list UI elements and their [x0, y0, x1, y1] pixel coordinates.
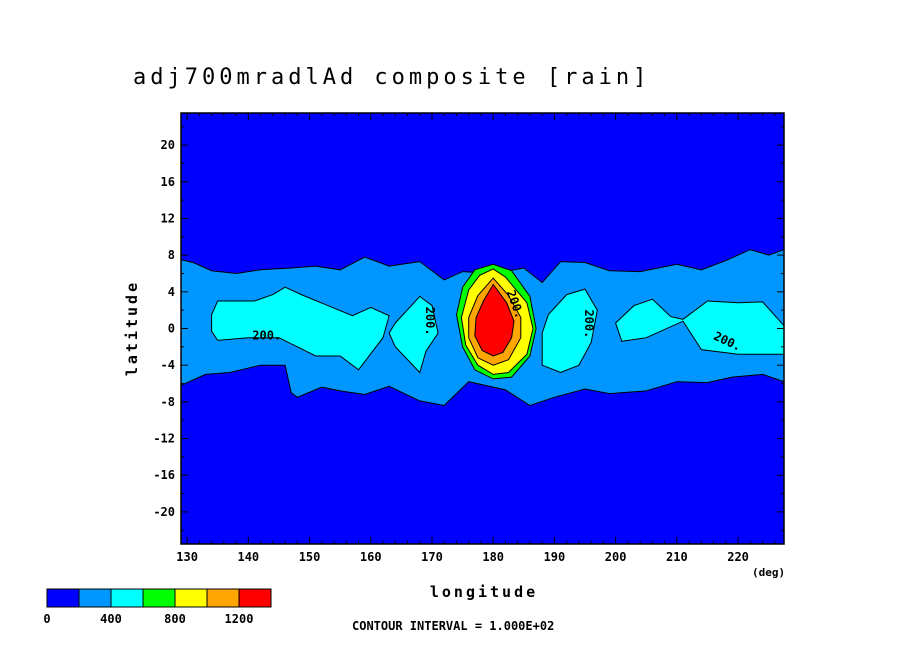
- x-tick-label: 130: [176, 550, 198, 564]
- y-tick-label: 16: [161, 175, 175, 189]
- contour-fills: [181, 249, 784, 407]
- x-tick-label: 160: [360, 550, 382, 564]
- contour-region-400-1: [211, 286, 390, 371]
- y-tick-label: 4: [168, 285, 175, 299]
- contour-region-400-4: [615, 298, 784, 355]
- x-tick-label: 150: [299, 550, 321, 564]
- contour-region-1200-8: [474, 283, 515, 357]
- x-tick-label: 200: [605, 550, 627, 564]
- colorbar-tick-label: 1200: [225, 612, 254, 626]
- colorbar-swatch: [46, 588, 80, 608]
- y-tick-label: 12: [161, 211, 175, 225]
- y-tick-label: -16: [153, 468, 175, 482]
- x-tick-label: 210: [666, 550, 688, 564]
- contour-region-400-2: [388, 295, 439, 374]
- colorbar-swatch: [206, 588, 240, 608]
- colorbar-tick-label: 400: [100, 612, 122, 626]
- colorbar-swatch: [78, 588, 112, 608]
- contour-region-400-3: [541, 288, 598, 374]
- x-tick-label: 190: [544, 550, 566, 564]
- colorbar-tick-labels: 0 400 800 1200: [43, 612, 253, 626]
- y-tick-label: -8: [161, 395, 175, 409]
- x-tick-label: 170: [421, 550, 443, 564]
- colorbar-swatch: [238, 588, 272, 608]
- y-tick-label: 0: [168, 322, 175, 336]
- x-axis-ticks: 130 140 150 160 170 180 190 200 210 220: [176, 113, 776, 564]
- colorbar-swatch: [142, 588, 176, 608]
- x-tick-label: 220: [727, 550, 749, 564]
- contour-interval-text: CONTOUR INTERVAL = 1.000E+02: [352, 619, 554, 633]
- contour-label: 200.: [582, 309, 596, 338]
- colorbar: [46, 588, 272, 608]
- x-tick-label: 140: [237, 550, 259, 564]
- colorbar-swatch: [174, 588, 208, 608]
- y-tick-label: -4: [161, 358, 175, 372]
- contour-label: 200.: [423, 307, 437, 336]
- y-tick-label: 20: [161, 138, 175, 152]
- contour-label: 200.: [252, 329, 281, 343]
- colorbar-swatch: [110, 588, 144, 608]
- y-tick-label: -20: [153, 505, 175, 519]
- colorbar-tick-label: 0: [43, 612, 50, 626]
- chart-title: adj700mradlAd composite [rain]: [133, 65, 650, 90]
- colorbar-tick-label: 800: [164, 612, 186, 626]
- x-axis-label: longitude: [430, 583, 538, 601]
- x-axis-unit: (deg): [752, 566, 785, 579]
- y-axis-ticks: 20 16 12 8 4 0 -4 -8 -12 -16 -20: [153, 126, 784, 531]
- x-tick-label: 180: [482, 550, 504, 564]
- y-tick-label: -12: [153, 432, 175, 446]
- y-axis-label: latitude: [123, 280, 141, 376]
- y-tick-label: 8: [168, 248, 175, 262]
